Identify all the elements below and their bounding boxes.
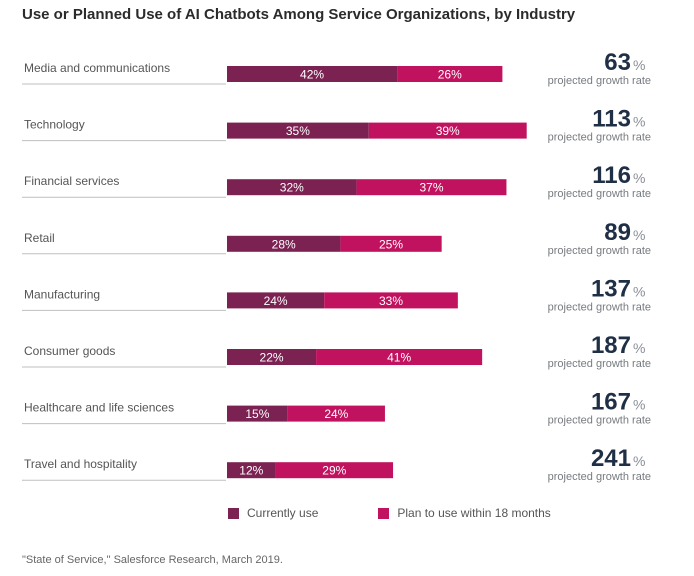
bar-value-label: 29% bbox=[322, 464, 346, 478]
bar-value-label: 26% bbox=[438, 68, 462, 82]
growth-caption: projected growth rate bbox=[548, 471, 651, 483]
growth-caption: projected growth rate bbox=[548, 188, 651, 200]
bar-planned bbox=[287, 405, 385, 422]
category-label: Manufacturing bbox=[24, 287, 100, 301]
bar-planned bbox=[324, 292, 458, 309]
growth-value: 63 bbox=[604, 49, 631, 76]
legend-label-current: Currently use bbox=[247, 506, 319, 520]
bar-planned bbox=[316, 349, 483, 365]
growth-percent-sign: % bbox=[633, 453, 645, 469]
bar-planned bbox=[397, 66, 503, 82]
bar-value-label: 15% bbox=[245, 407, 269, 421]
growth-caption: projected growth rate bbox=[548, 75, 651, 87]
growth-caption: projected growth rate bbox=[548, 301, 651, 313]
legend: Currently use Plan to use within 18 mont… bbox=[228, 506, 611, 520]
growth-value: 116 bbox=[592, 162, 631, 189]
bar-planned bbox=[340, 235, 442, 252]
bar-value-label: 39% bbox=[436, 124, 460, 138]
bar-value-label: 12% bbox=[239, 464, 263, 478]
legend-label-planned: Plan to use within 18 months bbox=[397, 506, 551, 520]
bar-value-label: 25% bbox=[379, 237, 403, 251]
growth-caption: projected growth rate bbox=[548, 415, 651, 427]
category-label: Consumer goods bbox=[24, 344, 115, 358]
growth-value: 113 bbox=[592, 106, 631, 133]
growth-percent-sign: % bbox=[633, 283, 645, 299]
bar-planned bbox=[356, 179, 507, 196]
bar-planned bbox=[275, 462, 394, 479]
category-label: Technology bbox=[24, 118, 85, 132]
bar-current bbox=[227, 235, 341, 252]
bar-value-label: 32% bbox=[280, 181, 304, 195]
chart-title: Use or Planned Use of AI Chatbots Among … bbox=[22, 6, 576, 23]
bar-value-label: 24% bbox=[324, 407, 348, 421]
growth-percent-sign: % bbox=[633, 114, 645, 130]
bar-current bbox=[227, 349, 317, 365]
category-label: Media and communications bbox=[24, 61, 170, 75]
legend-swatch-current bbox=[228, 507, 239, 519]
growth-caption: projected growth rate bbox=[548, 132, 651, 144]
bar-value-label: 42% bbox=[300, 68, 324, 82]
source-note: "State of Service," Salesforce Research,… bbox=[22, 554, 283, 566]
growth-value: 137 bbox=[591, 275, 631, 302]
growth-percent-sign: % bbox=[633, 227, 645, 243]
growth-percent-sign: % bbox=[633, 170, 645, 186]
bar-current bbox=[227, 66, 398, 82]
legend-item-current: Currently use bbox=[228, 506, 318, 520]
growth-percent-sign: % bbox=[633, 397, 645, 413]
growth-value: 167 bbox=[591, 389, 631, 416]
bar-current bbox=[227, 462, 276, 479]
bar-current bbox=[227, 179, 357, 196]
bar-value-label: 37% bbox=[420, 181, 444, 195]
bar-value-label: 33% bbox=[379, 294, 403, 308]
growth-value: 187 bbox=[591, 332, 631, 359]
growth-caption: projected growth rate bbox=[548, 358, 651, 370]
bar-current bbox=[227, 122, 369, 139]
bar-value-label: 41% bbox=[387, 351, 411, 365]
bar-value-label: 35% bbox=[286, 124, 310, 138]
category-label: Financial services bbox=[24, 174, 119, 188]
growth-percent-sign: % bbox=[633, 340, 645, 356]
growth-caption: projected growth rate bbox=[548, 245, 651, 257]
legend-item-planned: Plan to use within 18 months bbox=[378, 506, 551, 520]
category-label: Healthcare and life sciences bbox=[24, 401, 174, 415]
category-label: Travel and hospitality bbox=[24, 457, 137, 471]
bar-value-label: 28% bbox=[272, 237, 296, 251]
growth-value: 241 bbox=[591, 445, 631, 472]
growth-percent-sign: % bbox=[633, 57, 645, 73]
bar-current bbox=[227, 292, 325, 309]
legend-swatch-planned bbox=[378, 507, 390, 519]
category-label: Retail bbox=[24, 231, 55, 245]
bar-planned bbox=[368, 122, 527, 139]
bar-current bbox=[227, 405, 288, 422]
bar-value-label: 24% bbox=[264, 294, 288, 308]
bar-value-label: 22% bbox=[260, 351, 284, 365]
growth-value: 89 bbox=[604, 219, 631, 246]
